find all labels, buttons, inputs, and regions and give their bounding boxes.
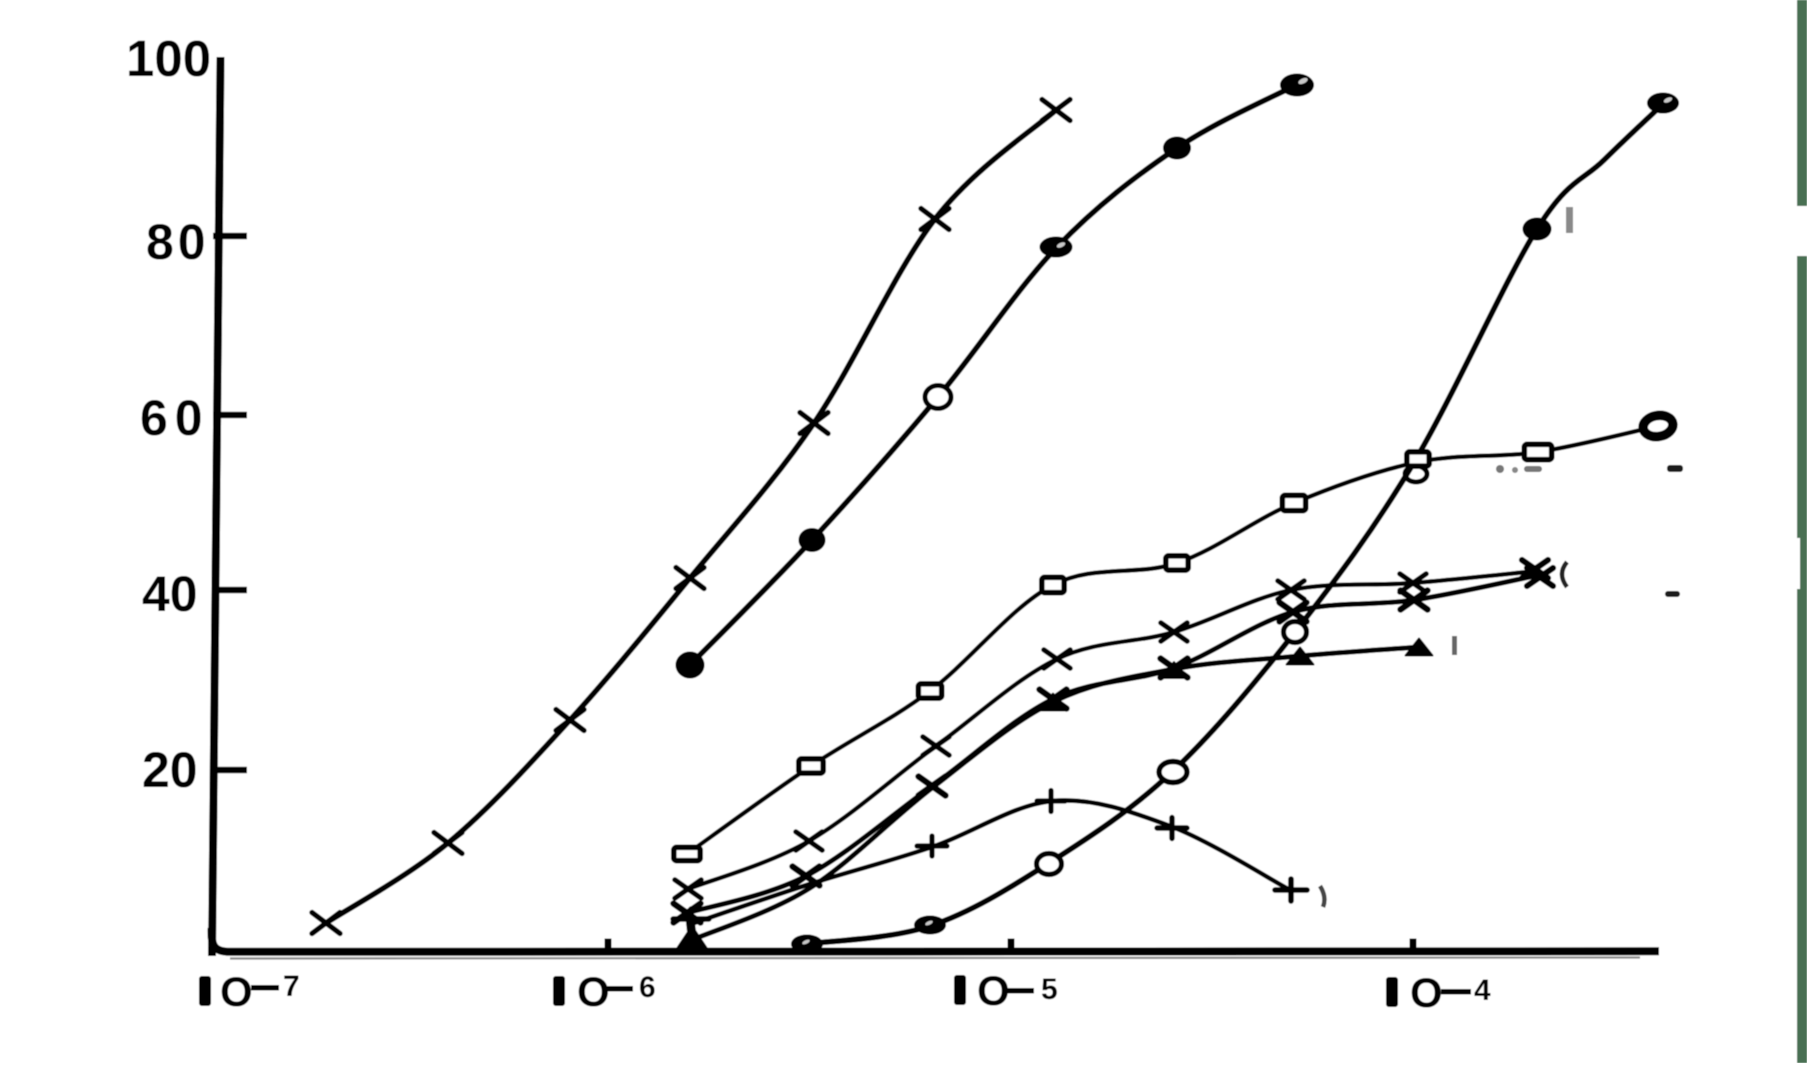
svg-text:80: 80 (146, 214, 210, 270)
svg-text:O: O (977, 967, 1010, 1014)
svg-text:20: 20 (142, 742, 198, 798)
svg-text:O: O (577, 968, 610, 1015)
svg-text:100: 100 (126, 30, 211, 87)
svg-text:O: O (1410, 969, 1443, 1016)
svg-text:7: 7 (283, 970, 300, 1003)
svg-text:4: 4 (1474, 974, 1491, 1007)
svg-text:5: 5 (1041, 973, 1058, 1006)
svg-text:6: 6 (639, 971, 656, 1004)
svg-text:60: 60 (140, 390, 210, 446)
svg-text:40: 40 (142, 566, 198, 622)
svg-text:O: O (220, 968, 253, 1015)
